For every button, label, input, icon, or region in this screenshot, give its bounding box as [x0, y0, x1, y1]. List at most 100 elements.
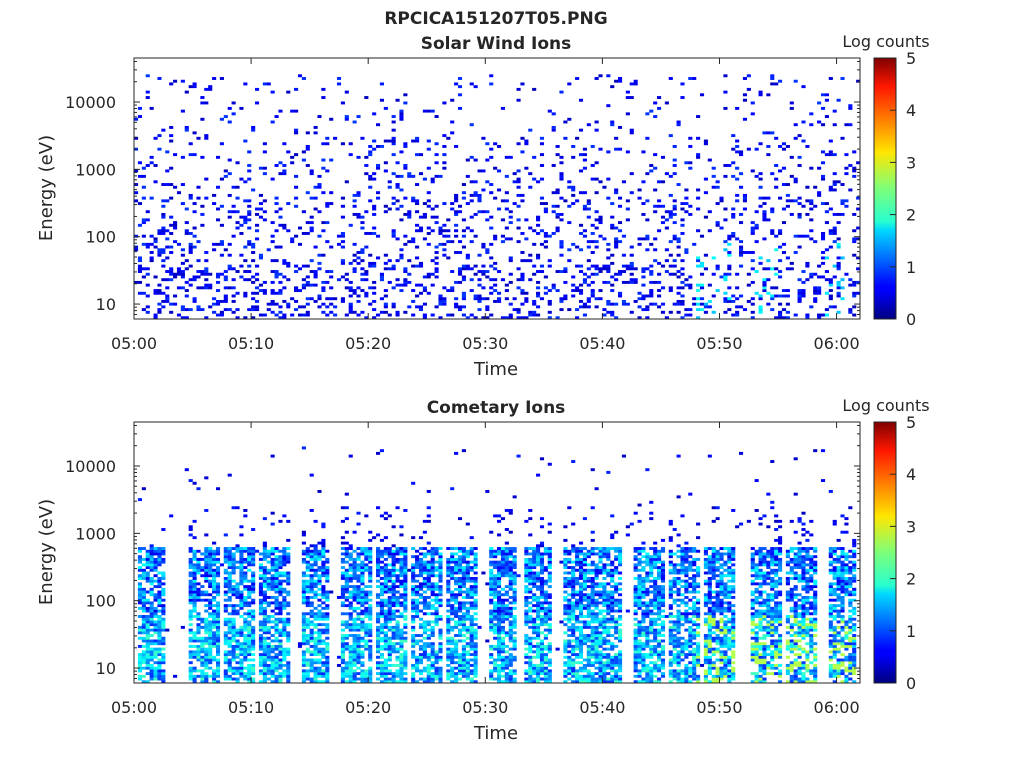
heatmap-cell — [352, 587, 357, 591]
heatmap-cell — [739, 240, 744, 244]
heatmap-cell — [411, 593, 416, 597]
heatmap-cell — [746, 87, 751, 91]
heatmap-cell — [325, 557, 330, 561]
heatmap-cell — [411, 680, 416, 684]
heatmap-cell — [309, 215, 314, 219]
heatmap-cell — [188, 585, 193, 589]
heatmap-cell — [282, 590, 287, 594]
heatmap-cell — [368, 647, 373, 651]
heatmap-cell — [817, 313, 822, 317]
heatmap-cell — [516, 142, 521, 146]
heatmap-cell — [785, 294, 790, 298]
heatmap-cell — [313, 549, 318, 553]
heatmap-cell — [781, 142, 787, 146]
heatmap-cell — [247, 549, 252, 553]
heatmap-cell — [387, 601, 392, 605]
heatmap-cell — [758, 261, 763, 265]
heatmap-cell — [196, 560, 201, 564]
heatmap-cell — [746, 74, 751, 78]
heatmap-cell — [258, 663, 263, 667]
heatmap-cell — [438, 299, 443, 303]
heatmap-cell — [360, 579, 365, 583]
heatmap-cell — [781, 166, 787, 170]
heatmap-cell — [157, 563, 162, 567]
heatmap-cell — [356, 115, 361, 119]
heatmap-cell — [614, 245, 619, 249]
heatmap-cell — [141, 275, 146, 279]
heatmap-cell — [301, 305, 306, 309]
heatmap-cell — [161, 628, 166, 632]
heatmap-cell — [188, 612, 193, 616]
heatmap-cell — [309, 196, 314, 200]
heatmap-cell — [247, 169, 252, 173]
heatmap-cell — [333, 297, 338, 301]
heatmap-cell — [134, 136, 139, 140]
heatmap-cell — [223, 598, 228, 602]
heatmap-cell — [149, 552, 154, 556]
heatmap-cell — [516, 278, 521, 282]
heatmap-cell — [446, 218, 451, 222]
heatmap-cell — [145, 555, 150, 559]
heatmap-cell — [255, 278, 260, 282]
heatmap-cell — [633, 267, 638, 271]
heatmap-cell — [376, 191, 381, 195]
heatmap-cell — [313, 615, 318, 618]
heatmap-cell — [387, 579, 392, 583]
heatmap-cell — [836, 283, 841, 287]
heatmap-cell — [301, 530, 306, 534]
heatmap-cell — [227, 547, 232, 550]
heatmap-cell — [383, 612, 388, 616]
heatmap-cell — [594, 264, 599, 268]
heatmap-cell — [543, 245, 548, 249]
heatmap-cell — [282, 604, 287, 608]
heatmap-cell — [262, 552, 267, 556]
heatmap-cell — [395, 609, 400, 613]
heatmap-cell — [387, 596, 392, 599]
heatmap-cell — [161, 549, 166, 553]
heatmap-cell — [360, 620, 365, 624]
heatmap-cell — [356, 256, 361, 260]
heatmap-cell — [727, 272, 732, 276]
heatmap-cell — [368, 555, 373, 559]
heatmap-cell — [192, 574, 197, 578]
heatmap-cell — [266, 617, 271, 621]
heatmap-cell — [352, 557, 357, 561]
heatmap-cell — [578, 270, 584, 273]
heatmap-cell — [465, 174, 470, 178]
heatmap-cell — [438, 576, 443, 580]
heatmap-cell — [438, 634, 443, 637]
heatmap-cell — [469, 590, 474, 594]
heatmap-cell — [188, 661, 193, 665]
heatmap-cell — [403, 560, 408, 564]
heatmap-cell — [364, 615, 369, 618]
heatmap-cell — [446, 653, 451, 657]
heatmap-cell — [727, 264, 732, 268]
heatmap-cell — [399, 677, 404, 681]
heatmap-cell — [434, 585, 439, 589]
heatmap-cell — [188, 653, 193, 657]
heatmap-cell — [403, 547, 408, 550]
heatmap-cell — [270, 680, 275, 684]
heatmap-cell — [582, 229, 587, 233]
heatmap-cell — [215, 574, 221, 578]
heatmap-cell — [379, 587, 384, 591]
heatmap-cell — [399, 644, 404, 648]
heatmap-cell — [192, 226, 197, 230]
heatmap-cell — [578, 283, 584, 287]
heatmap-cell — [137, 677, 142, 681]
heatmap-cell — [266, 669, 271, 673]
heatmap-cell — [430, 647, 435, 651]
heatmap-cell — [715, 289, 720, 293]
heatmap-cell — [286, 674, 291, 678]
heatmap-cell — [454, 193, 459, 197]
heatmap-cell — [313, 644, 318, 648]
heatmap-cell — [735, 139, 740, 143]
heatmap-cell — [403, 555, 408, 559]
heatmap-cell — [305, 663, 310, 667]
heatmap-cell — [450, 120, 455, 124]
heatmap-cell — [368, 639, 373, 643]
heatmap-cell — [571, 289, 576, 293]
heatmap-cell — [153, 628, 158, 632]
heatmap-cell — [504, 237, 509, 241]
heatmap-cell — [461, 601, 466, 605]
